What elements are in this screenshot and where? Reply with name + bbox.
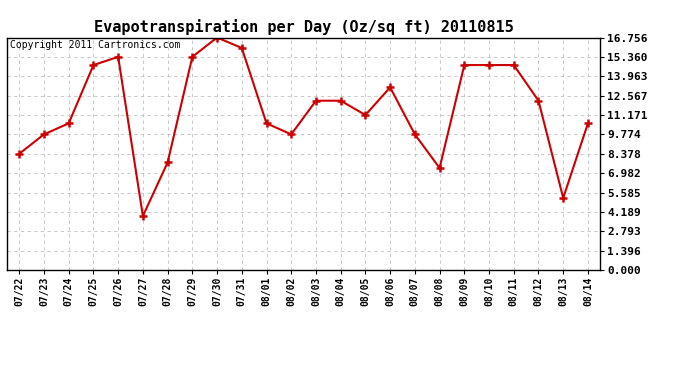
Title: Evapotranspiration per Day (Oz/sq ft) 20110815: Evapotranspiration per Day (Oz/sq ft) 20… bbox=[94, 19, 513, 35]
Text: Copyright 2011 Cartronics.com: Copyright 2011 Cartronics.com bbox=[10, 40, 180, 50]
